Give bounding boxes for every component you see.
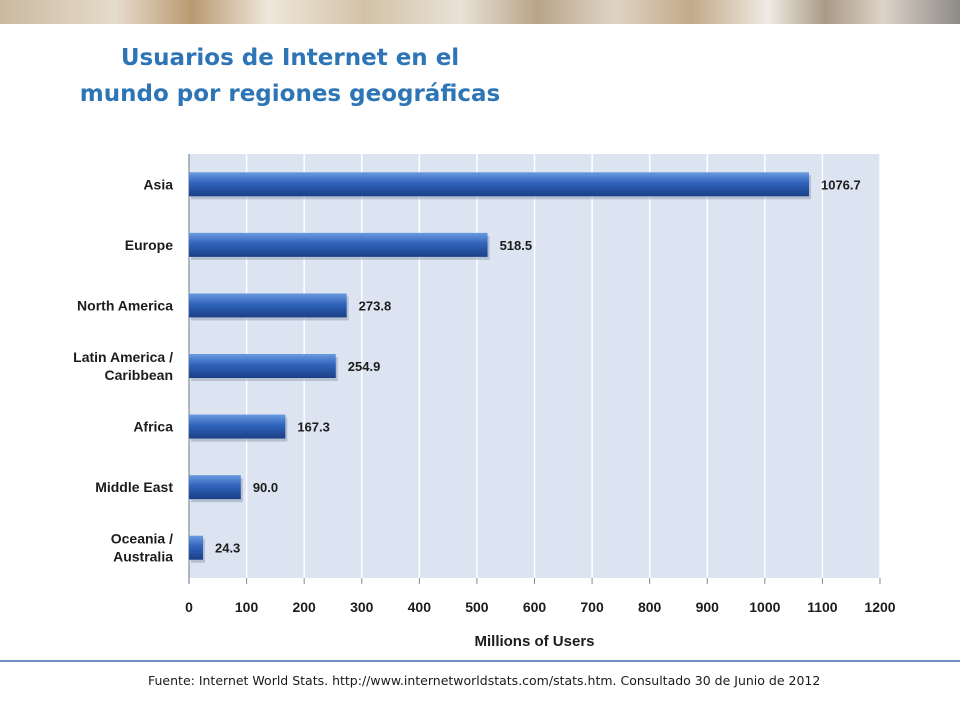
bars xyxy=(189,172,811,563)
x-tick-label: 1200 xyxy=(864,599,895,615)
value-label: 254.9 xyxy=(348,359,381,374)
category-label-line: Asia xyxy=(143,176,173,192)
x-tick-label: 400 xyxy=(408,599,432,615)
category-label-line: Middle East xyxy=(95,479,173,495)
x-tick-label: 600 xyxy=(523,599,547,615)
category-label: Oceania / Australia xyxy=(111,531,173,565)
category-label-line: Australia xyxy=(113,549,173,565)
x-tick-label: 1000 xyxy=(749,599,780,615)
category-label: Africa xyxy=(133,419,173,435)
category-label-line: Africa xyxy=(133,419,173,435)
x-tick-label: 0 xyxy=(185,599,193,615)
x-tick-label: 1100 xyxy=(807,599,838,615)
category-label: Middle East xyxy=(95,479,173,495)
category-label-line: Caribbean xyxy=(105,367,173,383)
source-note: Fuente: Internet World Stats. http://www… xyxy=(148,673,821,688)
bar-chart: 0 100 200 300 400 500 600 700 800 900 1000 1100 1200… xyxy=(73,154,896,650)
category-label-line: Europe xyxy=(125,237,173,253)
bar xyxy=(189,475,241,500)
slide-title-line-2: mundo por regiones geográficas xyxy=(79,81,501,107)
x-tick-label: 900 xyxy=(696,599,720,615)
slide-title-line-1: Usuarios de Internet en el xyxy=(120,45,460,71)
value-label: 1076.7 xyxy=(821,177,861,192)
x-tick-label: 500 xyxy=(465,599,489,615)
bar xyxy=(189,293,347,318)
category-label: North America xyxy=(77,297,173,313)
x-axis-title: Millions of Users xyxy=(474,633,594,650)
value-label: 518.5 xyxy=(500,238,533,253)
bar xyxy=(189,535,203,560)
x-tick-label: 800 xyxy=(638,599,662,615)
x-tick-label: 100 xyxy=(235,599,259,615)
value-label: 90.0 xyxy=(253,480,278,495)
bar xyxy=(189,414,286,439)
bar xyxy=(189,172,809,197)
x-tick-label: 300 xyxy=(350,599,374,615)
x-tick-label: 200 xyxy=(292,599,316,615)
labels: 0 100 200 300 400 500 600 700 800 900 1000 1100 1200… xyxy=(73,176,896,615)
value-label: 24.3 xyxy=(215,541,240,556)
category-label-line: North America xyxy=(77,297,173,313)
top-decorative-banner xyxy=(0,0,960,24)
footer-divider xyxy=(0,660,960,662)
category-label-line: Oceania / xyxy=(111,531,173,547)
slide-title: Usuarios de Internet en el mundo por reg… xyxy=(40,40,540,112)
bar xyxy=(189,354,336,378)
value-label: 273.8 xyxy=(359,298,392,313)
category-label-line: Latin America / xyxy=(73,349,173,365)
x-tick-label: 700 xyxy=(580,599,604,615)
category-label: Latin America / Caribbean xyxy=(73,349,173,383)
category-label: Asia xyxy=(143,176,173,192)
value-label: 167.3 xyxy=(297,420,330,435)
category-label: Europe xyxy=(125,237,173,253)
bar xyxy=(189,232,488,257)
